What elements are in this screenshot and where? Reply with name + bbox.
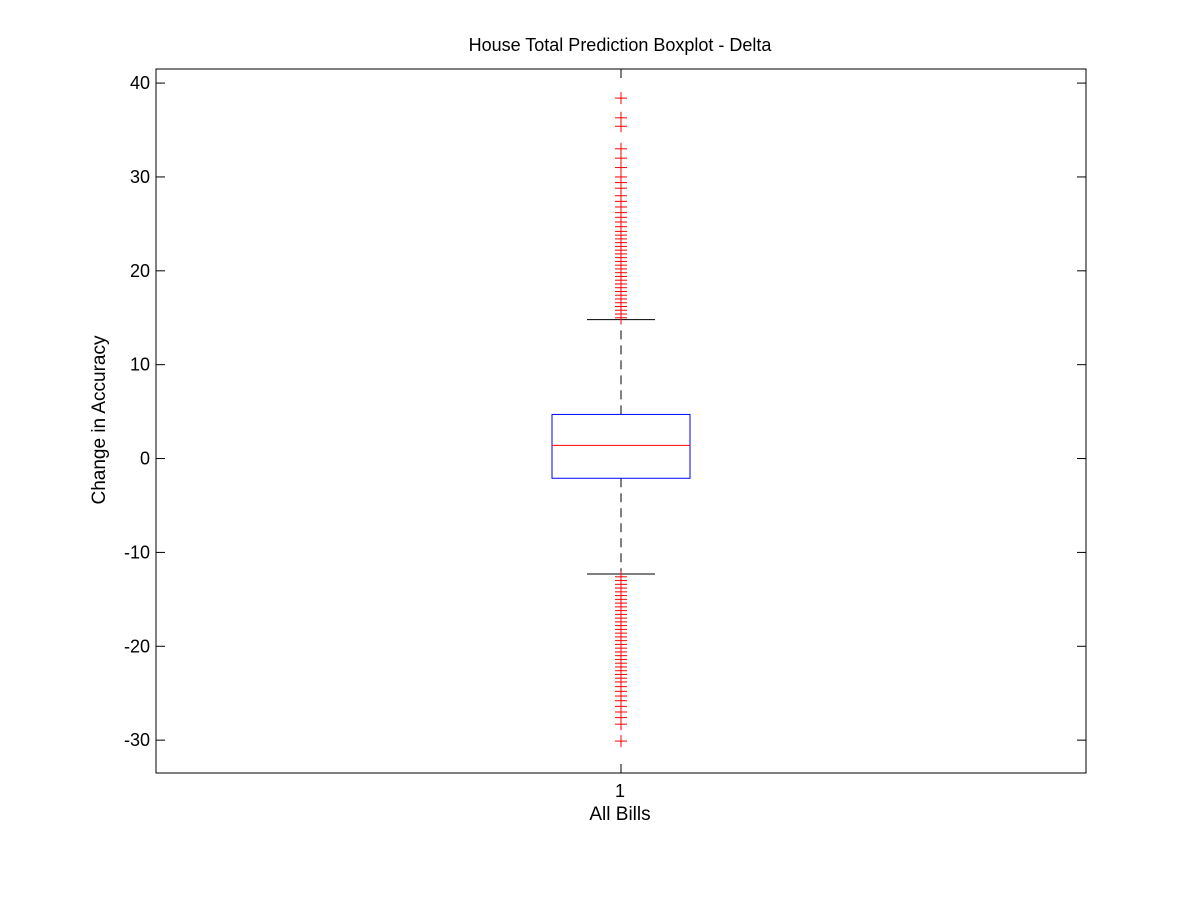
y-axis-label: Change in Accuracy bbox=[89, 335, 110, 504]
outlier-point bbox=[615, 92, 627, 105]
outlier-point bbox=[615, 718, 627, 731]
y-tick-label: -10 bbox=[124, 542, 150, 562]
x-tick-label: 1 bbox=[615, 781, 625, 801]
iqr-box bbox=[551, 413, 691, 479]
y-tick-label: 0 bbox=[140, 449, 150, 469]
outlier-point bbox=[615, 735, 627, 748]
y-tick-label: 30 bbox=[130, 167, 150, 187]
chart-title: House Total Prediction Boxplot - Delta bbox=[469, 35, 773, 55]
outlier-point bbox=[615, 311, 627, 324]
y-axis-ticks: -30 -20 -10 0 10 20 30 40 bbox=[124, 69, 1086, 773]
y-tick-label: -30 bbox=[124, 730, 150, 750]
axes-frame bbox=[155, 68, 1087, 774]
outlier-point bbox=[615, 120, 627, 133]
y-tick-label: -20 bbox=[124, 636, 150, 656]
plot-marks bbox=[551, 92, 691, 748]
y-tick-label: 20 bbox=[130, 261, 150, 281]
y-tick-label: 10 bbox=[130, 355, 150, 375]
x-axis-label: All Bills bbox=[589, 804, 650, 825]
y-tick-label: 40 bbox=[130, 73, 150, 93]
